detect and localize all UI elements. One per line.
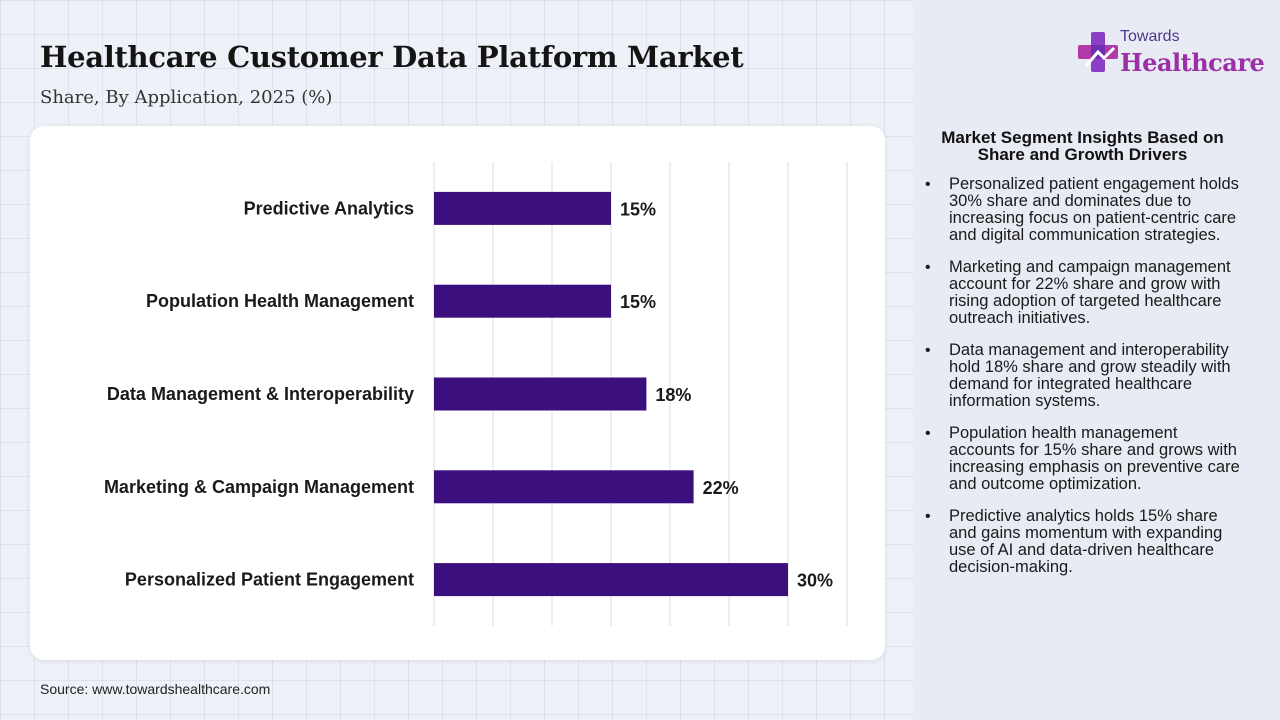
chart-subtitle: Share, By Application, 2025 (%) [40,87,333,108]
data-label: 18% [655,385,691,405]
insight-item: Personalized patient engagement holds 30… [925,176,1245,244]
insight-item: Population health management accounts fo… [925,425,1245,493]
chart-title: Healthcare Customer Data Platform Market [40,40,744,74]
data-label: 22% [703,478,739,498]
insight-item: Marketing and campaign management accoun… [925,259,1245,327]
category-label: Marketing & Campaign Management [104,477,414,497]
bar [434,377,647,411]
data-label: 15% [620,292,656,312]
insight-item: Data management and interoperability hol… [925,342,1245,410]
insights-title: Market Segment Insights Based on Share a… [941,128,1224,164]
brand-line2: Healthcare [1120,48,1265,77]
insights-list: Personalized patient engagement holds 30… [925,176,1245,591]
bar [434,284,611,318]
category-label: Predictive Analytics [244,198,414,218]
category-label: Data Management & Interoperability [107,384,414,404]
brand-line1: Towards [1120,28,1180,45]
medical-cross-icon [1078,32,1118,72]
data-label: 30% [797,571,833,591]
bar-chart: Predictive Analytics 15% Population Health… [104,162,848,626]
bar [434,191,611,225]
insight-item: Predictive analytics holds 15% share and… [925,508,1245,576]
brand-logo: Towards Healthcare [1078,28,1265,78]
bar [434,470,694,504]
chart-card: Predictive Analytics 15% Population Health… [30,126,885,660]
source-note: Source: www.towardshealthcare.com [40,681,271,697]
category-label: Personalized Patient Engagement [125,570,414,590]
data-label: 15% [620,199,656,219]
bar [434,563,788,597]
category-label: Population Health Management [146,291,414,311]
